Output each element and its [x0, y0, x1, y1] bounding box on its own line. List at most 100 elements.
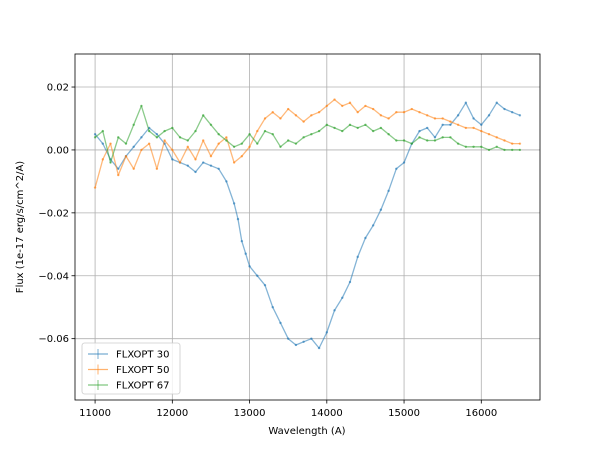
data-point	[418, 136, 421, 139]
data-point	[248, 145, 251, 148]
data-point	[333, 126, 336, 130]
data-point	[132, 123, 135, 126]
data-point	[140, 104, 143, 108]
data-point	[202, 139, 205, 142]
data-point	[109, 161, 112, 164]
data-point	[171, 148, 174, 152]
x-tick-label: 14000	[311, 408, 343, 419]
x-axis-ticks: 11000 12000 13000 14000 15000 16000	[79, 400, 497, 419]
data-point	[472, 126, 475, 130]
data-point	[178, 161, 182, 164]
data-point	[371, 107, 375, 111]
data-point	[441, 117, 444, 120]
data-point	[387, 133, 390, 136]
data-point	[194, 170, 197, 174]
data-point	[449, 120, 452, 123]
data-point	[93, 133, 97, 136]
data-point	[140, 136, 143, 139]
data-point	[194, 129, 197, 133]
data-point	[341, 296, 344, 299]
data-point	[171, 126, 174, 130]
data-point	[433, 139, 437, 142]
data-point	[356, 126, 359, 130]
data-point	[101, 129, 105, 133]
data-point	[310, 114, 313, 117]
x-tick-label: 12000	[156, 408, 188, 419]
data-point	[317, 346, 321, 350]
data-point	[109, 142, 112, 145]
data-point	[186, 139, 189, 142]
data-point	[441, 123, 444, 126]
data-point	[147, 129, 151, 133]
x-tick-label: 11000	[79, 408, 111, 419]
data-point	[93, 186, 97, 189]
data-point	[279, 145, 282, 148]
data-point	[248, 265, 251, 268]
data-point	[271, 306, 274, 309]
data-point	[464, 126, 468, 130]
data-point	[356, 110, 359, 114]
data-point	[202, 161, 205, 164]
data-point	[232, 145, 236, 148]
data-point	[333, 309, 336, 312]
data-point	[294, 114, 298, 117]
data-point	[510, 110, 514, 114]
data-point	[510, 148, 514, 152]
y-tick-label: 0.02	[47, 83, 69, 94]
data-point	[155, 167, 159, 171]
data-point	[503, 139, 506, 142]
data-point	[209, 123, 213, 126]
data-point	[395, 167, 398, 171]
data-point	[495, 101, 498, 104]
data-point	[217, 142, 220, 145]
data-point	[294, 343, 298, 347]
data-point	[225, 139, 228, 142]
data-point	[364, 104, 367, 108]
data-point	[155, 136, 159, 139]
data-point	[317, 129, 321, 133]
data-point	[387, 117, 390, 120]
legend-label: FLXOPT 50	[116, 365, 169, 376]
series-line	[94, 105, 520, 164]
data-point	[232, 202, 236, 205]
data-point	[171, 158, 174, 161]
data-point	[325, 123, 329, 126]
data-point	[217, 167, 220, 171]
data-point	[286, 107, 290, 111]
x-tick-label: 15000	[388, 408, 420, 419]
data-point	[140, 148, 143, 152]
data-point	[202, 114, 205, 117]
data-point	[225, 180, 228, 183]
data-point	[117, 173, 120, 177]
data-point	[279, 321, 282, 325]
data-point	[503, 107, 506, 111]
data-point	[480, 145, 483, 148]
plot-area	[75, 54, 540, 400]
y-tick-label: −0.02	[38, 208, 69, 219]
y-tick-label: −0.04	[38, 271, 69, 282]
data-point	[194, 158, 197, 161]
data-point	[132, 145, 135, 148]
x-tick-label: 16000	[465, 408, 497, 419]
data-point	[510, 142, 514, 145]
data-point	[387, 189, 390, 193]
data-point	[426, 126, 429, 130]
data-point	[364, 236, 367, 240]
data-point	[480, 129, 483, 133]
data-point	[279, 117, 282, 120]
data-point	[433, 136, 437, 139]
data-point	[379, 114, 383, 117]
data-point	[348, 123, 352, 126]
data-point	[248, 133, 251, 136]
data-point	[418, 129, 421, 133]
data-point	[379, 208, 383, 211]
data-point	[518, 148, 522, 152]
data-point	[163, 139, 166, 142]
data-point	[487, 148, 491, 152]
data-point	[244, 252, 247, 255]
data-point	[124, 155, 128, 158]
data-point	[256, 274, 259, 277]
legend: FLXOPT 30 FLXOPT 50 FLXOPT 67	[81, 342, 181, 395]
series-2	[93, 98, 522, 189]
data-point	[178, 136, 182, 139]
